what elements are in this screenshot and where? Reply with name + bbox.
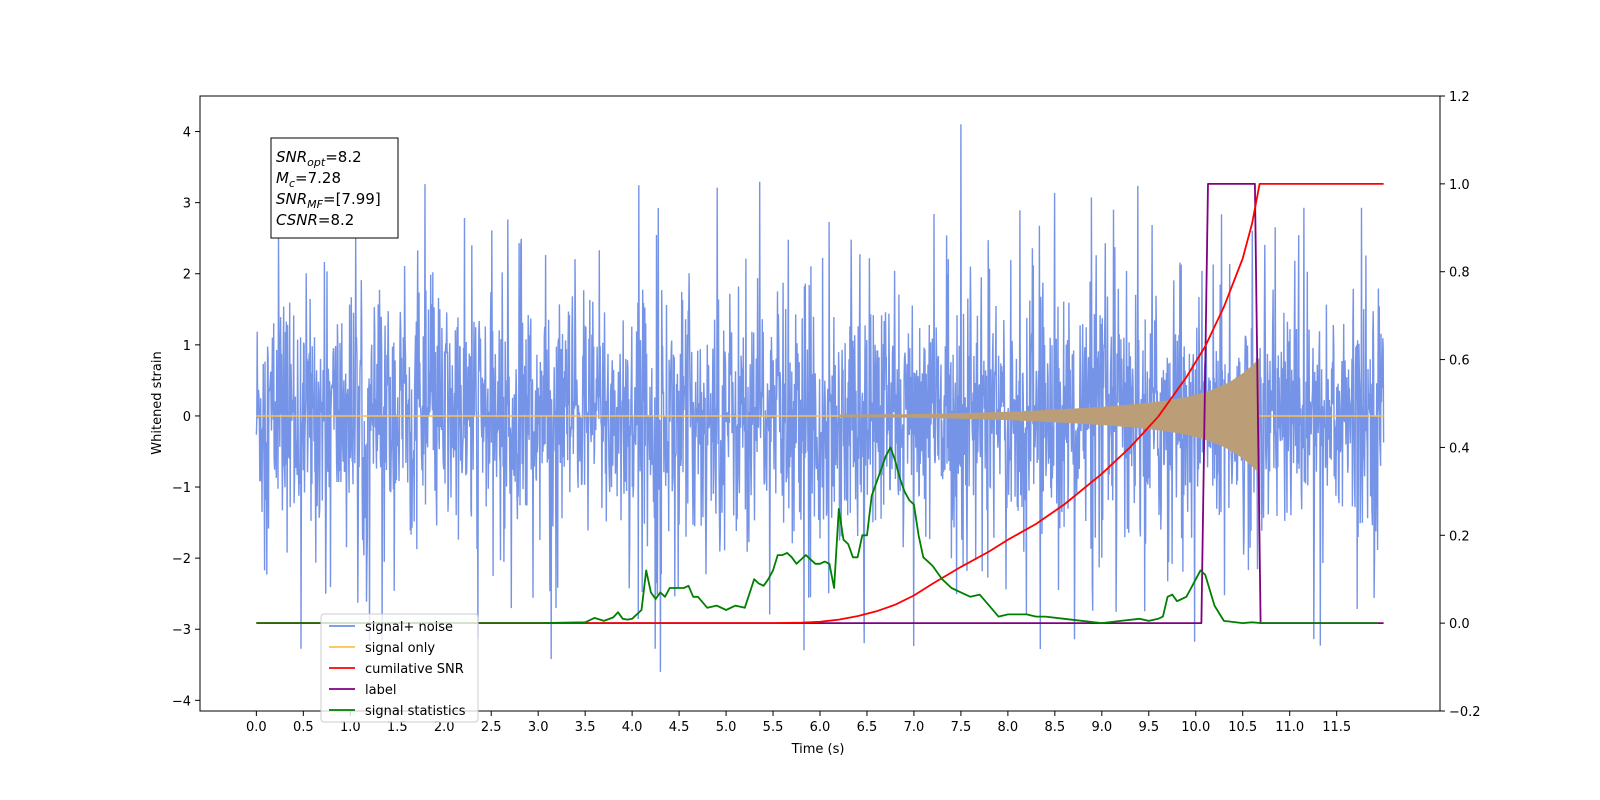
- legend-label: signal only: [365, 641, 435, 656]
- x-tick-label: 0.5: [293, 720, 314, 735]
- legend-label: signal statistics: [365, 704, 466, 719]
- x-tick-label: 9.0: [1091, 720, 1112, 735]
- x-tick-label: 1.0: [340, 720, 361, 735]
- y-left-tick-label: 3: [183, 197, 191, 212]
- signal-noise-series: [255, 124, 1385, 672]
- x-tick-label: 6.0: [810, 720, 831, 735]
- y-left-axis-ticks: 4 3 2 1 0 −1 −2 −3 −4: [172, 126, 200, 709]
- x-tick-label: 2.0: [434, 720, 455, 735]
- signal-only-envelope: [838, 357, 1260, 475]
- x-tick-label: 2.5: [481, 720, 502, 735]
- y-right-tick-label: 1.0: [1449, 178, 1470, 193]
- y-left-tick-label: −2: [172, 552, 191, 567]
- info-box-line: Mc=7.28: [276, 169, 341, 190]
- x-tick-label: 6.5: [857, 720, 878, 735]
- y-right-tick-label: 0.6: [1449, 354, 1470, 369]
- x-tick-label: 8.0: [998, 720, 1019, 735]
- y-axis-label: Whitened strain: [150, 351, 165, 454]
- y-right-tick-label: 0.0: [1449, 617, 1470, 632]
- legend: signal+ noise signal only cumilative SNR la…: [320, 613, 479, 723]
- y-right-tick-label: 0.4: [1449, 441, 1470, 456]
- legend-frame: [320, 613, 479, 723]
- y-left-tick-label: −3: [172, 623, 191, 638]
- y-right-axis-ticks: 1.2 1.0 0.8 0.6 0.4 0.2 0.0 −0.2: [1440, 90, 1481, 720]
- overlay-series: [256, 183, 1384, 624]
- x-tick-label: 10.5: [1228, 720, 1257, 735]
- x-tick-label: 4.5: [669, 720, 690, 735]
- x-axis-ticks: 0.0 0.5 1.0 1.5 2.0 2.5 3.0 3.5 4.0 4.5 5.0 5.5 6.0 6…: [246, 711, 1351, 735]
- y-right-tick-label: 0.2: [1449, 529, 1470, 544]
- x-tick-label: 10.0: [1181, 720, 1210, 735]
- x-tick-label: 5.5: [763, 720, 784, 735]
- cumulative-snr-line: [256, 183, 1384, 624]
- info-box-line: SNRopt=8.2: [276, 148, 362, 169]
- x-tick-label: 9.5: [1138, 720, 1159, 735]
- y-left-tick-label: 2: [183, 268, 191, 283]
- signal-statistics-line: [256, 446, 1378, 624]
- x-tick-label: 11.0: [1275, 720, 1304, 735]
- x-tick-label: 3.0: [528, 720, 549, 735]
- signal-noise-line: [255, 124, 1385, 672]
- y-left-tick-label: 1: [183, 339, 191, 354]
- y-left-tick-label: −1: [172, 481, 191, 496]
- x-tick-label: 7.0: [904, 720, 925, 735]
- info-box-line: SNRMF=[7.99]: [276, 190, 381, 211]
- x-axis-label: Time (s): [791, 742, 845, 757]
- x-tick-label: 11.5: [1322, 720, 1351, 735]
- y-left-tick-label: −4: [172, 694, 191, 709]
- legend-label: cumilative SNR: [365, 662, 464, 677]
- x-tick-label: 3.5: [575, 720, 596, 735]
- x-tick-label: 8.5: [1045, 720, 1066, 735]
- x-tick-label: 0.0: [246, 720, 267, 735]
- legend-label: signal+ noise: [365, 620, 453, 635]
- signal-only-series: [256, 357, 1384, 475]
- y-left-tick-label: 0: [183, 410, 191, 425]
- info-box-line: CSNR=8.2: [276, 211, 354, 229]
- x-tick-label: 5.0: [716, 720, 737, 735]
- info-box-frame: [270, 137, 399, 239]
- x-tick-label: 7.5: [951, 720, 972, 735]
- y-right-tick-label: 0.8: [1449, 266, 1470, 281]
- x-tick-label: 1.5: [387, 720, 408, 735]
- x-tick-label: 4.0: [622, 720, 643, 735]
- legend-label: label: [365, 683, 396, 698]
- y-right-tick-label: 1.2: [1449, 90, 1470, 105]
- y-left-tick-label: 4: [183, 126, 191, 141]
- y-right-tick-label: −0.2: [1449, 705, 1481, 720]
